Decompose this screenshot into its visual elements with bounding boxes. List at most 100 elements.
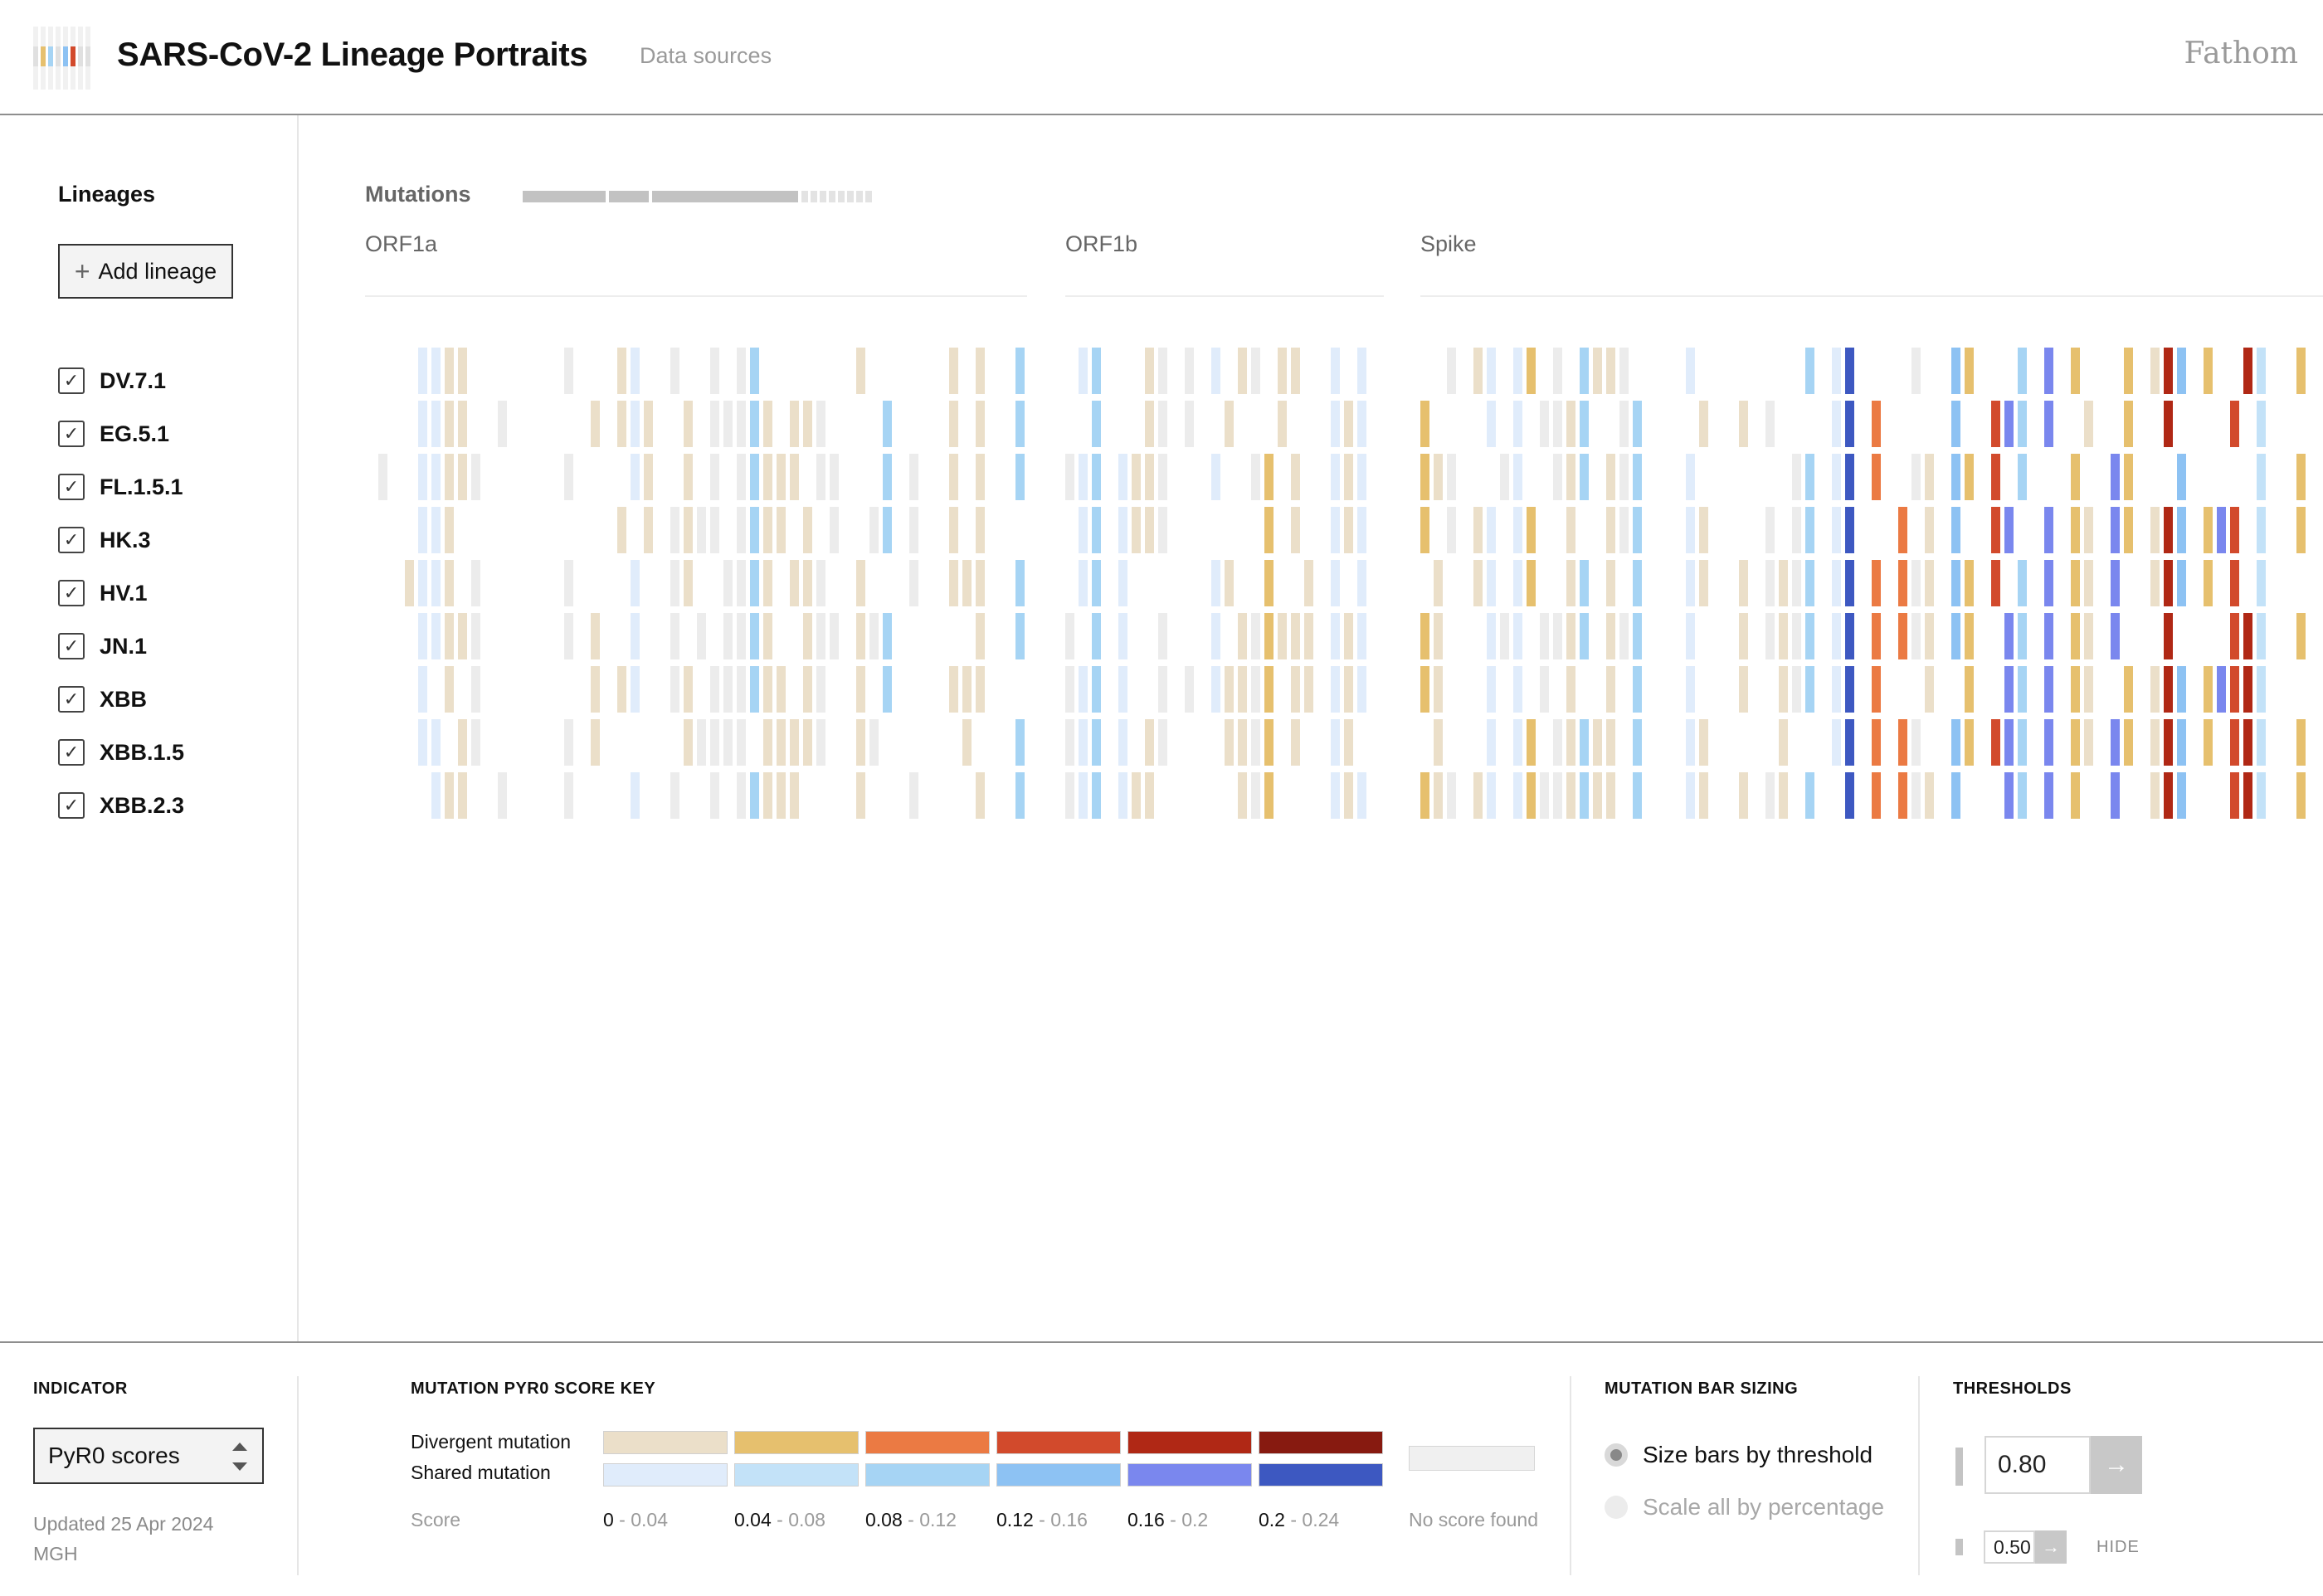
mutation-bar[interactable] (2111, 507, 2120, 553)
mutation-bar[interactable] (1593, 348, 1602, 394)
mutation-bar[interactable] (431, 613, 441, 659)
mutation-bar[interactable] (1845, 772, 1854, 819)
data-sources-link[interactable]: Data sources (640, 43, 772, 68)
mutation-bar[interactable] (803, 666, 812, 713)
mutation-bar[interactable] (1211, 454, 1220, 500)
mutation-bar[interactable] (1845, 719, 1854, 766)
radio-unselected[interactable] (1605, 1496, 1628, 1519)
mutation-bar[interactable] (2177, 719, 2186, 766)
lineage-item-jn-1[interactable]: ✓ JN.1 (58, 620, 184, 673)
mutation-bar[interactable] (1015, 401, 1025, 447)
mutation-bar[interactable] (1925, 507, 1934, 553)
mutation-bar[interactable] (1132, 772, 1141, 819)
mutation-bar[interactable] (883, 454, 892, 500)
mutation-bar[interactable] (1911, 719, 1921, 766)
mutation-bar[interactable] (909, 507, 918, 553)
mutation-bar[interactable] (1566, 401, 1575, 447)
mutation-bar[interactable] (1845, 507, 1854, 553)
mutation-bar[interactable] (1832, 613, 1841, 659)
mutation-bar[interactable] (445, 772, 454, 819)
mutation-bar[interactable] (564, 560, 573, 606)
mutation-bar[interactable] (763, 772, 772, 819)
mutation-bar[interactable] (1118, 772, 1127, 819)
mutation-bar[interactable] (1304, 613, 1313, 659)
mutation-bar[interactable] (1145, 348, 1154, 394)
mutation-bar[interactable] (750, 507, 759, 553)
mutation-bar[interactable] (2257, 348, 2266, 394)
mutation-bar[interactable] (2257, 613, 2266, 659)
mutation-bar[interactable] (1580, 772, 1589, 819)
mutation-bar[interactable] (2177, 507, 2186, 553)
mutation-bar[interactable] (418, 666, 427, 713)
mutation-bar[interactable] (1606, 507, 1615, 553)
apply-primary-threshold-button[interactable]: → (2091, 1436, 2142, 1494)
mutation-bar[interactable] (1357, 401, 1366, 447)
mutation-bar[interactable] (1251, 719, 1260, 766)
mutation-bar[interactable] (1991, 507, 2000, 553)
mutation-bar[interactable] (1699, 507, 1708, 553)
mutation-bar[interactable] (2230, 401, 2239, 447)
mutation-bar[interactable] (631, 772, 640, 819)
mutation-bar[interactable] (949, 560, 958, 606)
mutation-bar[interactable] (697, 507, 706, 553)
mutation-bar[interactable] (1513, 772, 1522, 819)
mutation-bar[interactable] (670, 666, 679, 713)
mutation-bar[interactable] (1331, 772, 1340, 819)
lineage-item-xbb-1-5[interactable]: ✓ XBB.1.5 (58, 726, 184, 779)
mutation-bar[interactable] (2164, 666, 2173, 713)
mutation-bar[interactable] (976, 507, 985, 553)
mutation-bar[interactable] (949, 666, 958, 713)
mutation-bar[interactable] (1304, 560, 1313, 606)
mutation-bar[interactable] (763, 454, 772, 500)
mutation-bar[interactable] (564, 613, 573, 659)
mutation-bar[interactable] (1633, 401, 1642, 447)
mutation-bar[interactable] (869, 613, 879, 659)
mutation-bar[interactable] (803, 613, 812, 659)
indicator-select[interactable]: PyR0 scores (33, 1428, 264, 1484)
mutation-bar[interactable] (617, 348, 626, 394)
mutation-scrubber[interactable] (523, 191, 872, 202)
mutation-bar[interactable] (777, 666, 786, 713)
mutation-bar[interactable] (909, 772, 918, 819)
lineage-checkbox[interactable]: ✓ (58, 421, 85, 447)
primary-threshold-input[interactable]: 0.80 (1985, 1436, 2091, 1494)
mutation-bar[interactable] (1739, 613, 1748, 659)
mutation-bar[interactable] (1092, 348, 1101, 394)
mutation-bar[interactable] (1580, 719, 1589, 766)
mutation-bar[interactable] (1092, 772, 1101, 819)
mutation-bar[interactable] (418, 613, 427, 659)
mutation-bar[interactable] (869, 719, 879, 766)
mutation-bar[interactable] (631, 560, 640, 606)
mutation-bar[interactable] (431, 560, 441, 606)
mutation-bar[interactable] (2150, 348, 2160, 394)
mutation-bar[interactable] (1566, 507, 1575, 553)
mutation-bar[interactable] (1487, 772, 1496, 819)
mutation-bar[interactable] (458, 613, 467, 659)
mutation-bar[interactable] (1686, 666, 1695, 713)
mutation-bar[interactable] (1765, 772, 1775, 819)
mutation-bar[interactable] (1540, 613, 1549, 659)
mutation-bar[interactable] (816, 560, 825, 606)
brand-logo[interactable]: Fathom (2184, 36, 2298, 71)
mutation-bar[interactable] (2243, 772, 2252, 819)
mutation-bar[interactable] (2071, 666, 2080, 713)
mutation-bar[interactable] (1264, 772, 1274, 819)
mutation-bar[interactable] (2071, 719, 2080, 766)
mutation-bar[interactable] (2124, 401, 2133, 447)
mutation-bar[interactable] (883, 401, 892, 447)
mutation-bar[interactable] (1513, 454, 1522, 500)
mutation-bar[interactable] (2177, 560, 2186, 606)
mutation-bar[interactable] (458, 719, 467, 766)
mutation-bar[interactable] (1779, 772, 1788, 819)
mutation-bar[interactable] (2150, 719, 2160, 766)
mutation-bar[interactable] (1911, 560, 1921, 606)
mutation-bar[interactable] (617, 507, 626, 553)
mutation-bar[interactable] (1911, 454, 1921, 500)
mutation-bar[interactable] (1872, 454, 1881, 500)
mutation-bar[interactable] (2230, 507, 2239, 553)
mutation-bar[interactable] (1872, 719, 1881, 766)
mutation-bar[interactable] (856, 613, 865, 659)
mutation-bar[interactable] (1951, 454, 1960, 500)
mutation-bar[interactable] (1487, 719, 1496, 766)
mutation-bar[interactable] (445, 454, 454, 500)
